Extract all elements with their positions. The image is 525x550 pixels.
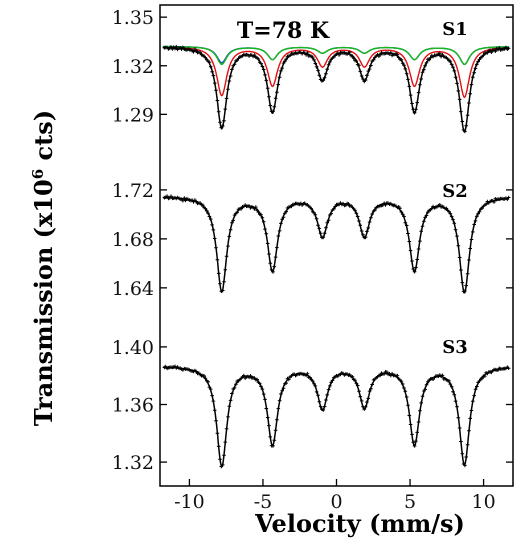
y-tick-label-s1: 1.29 (112, 104, 154, 126)
y-tick-label-s2: 1.72 (112, 180, 154, 202)
y-tick-label-s2: 1.68 (112, 229, 154, 251)
y-tick-label-s3: 1.32 (112, 452, 154, 474)
fit-curve-s3 (162, 366, 510, 468)
data-points-s2 (162, 194, 511, 294)
sample-label-s3: S3 (442, 337, 468, 358)
fit-curve-s2 (162, 196, 509, 294)
y-tick-label-s1: 1.32 (112, 56, 154, 78)
sample-label-s1: S1 (442, 19, 468, 40)
x-tick-label: 5 (404, 491, 416, 513)
x-tick-label: 0 (330, 491, 342, 513)
temperature-annotation: T=78 K (237, 18, 330, 44)
axes-layer: 1.29 1.32 1.35 S1 1.64 1.68 1.72 S2 1.32 1.36 1.40… (112, 7, 513, 513)
y-tick-label-s1: 1.35 (112, 7, 154, 29)
component-green-s1 (162, 45, 509, 66)
x-tick-label: 10 (471, 491, 495, 513)
y-axis-title-tail: cts) (29, 110, 58, 169)
data-points-s1 (162, 44, 511, 134)
y-axis-title-superscript: 6 (29, 169, 47, 179)
fit-curve-s1 (162, 46, 509, 133)
y-tick-label-s2: 1.64 (112, 278, 154, 300)
y-tick-label-s3: 1.36 (112, 395, 154, 417)
x-axis-title: Velocity (mm/s) (254, 509, 465, 538)
x-tick-label: -5 (254, 491, 273, 513)
x-tick-label: -10 (174, 491, 205, 513)
sample-label-s2: S2 (442, 181, 468, 202)
y-axis-title-main: Transmission (x10 (29, 179, 58, 426)
y-axis-title: Transmission (x106 cts) (29, 110, 58, 426)
data-points-s3 (162, 364, 511, 469)
y-tick-label-s3: 1.40 (112, 337, 154, 359)
plot-data-layer (162, 44, 511, 469)
component-red-s1 (162, 46, 509, 99)
